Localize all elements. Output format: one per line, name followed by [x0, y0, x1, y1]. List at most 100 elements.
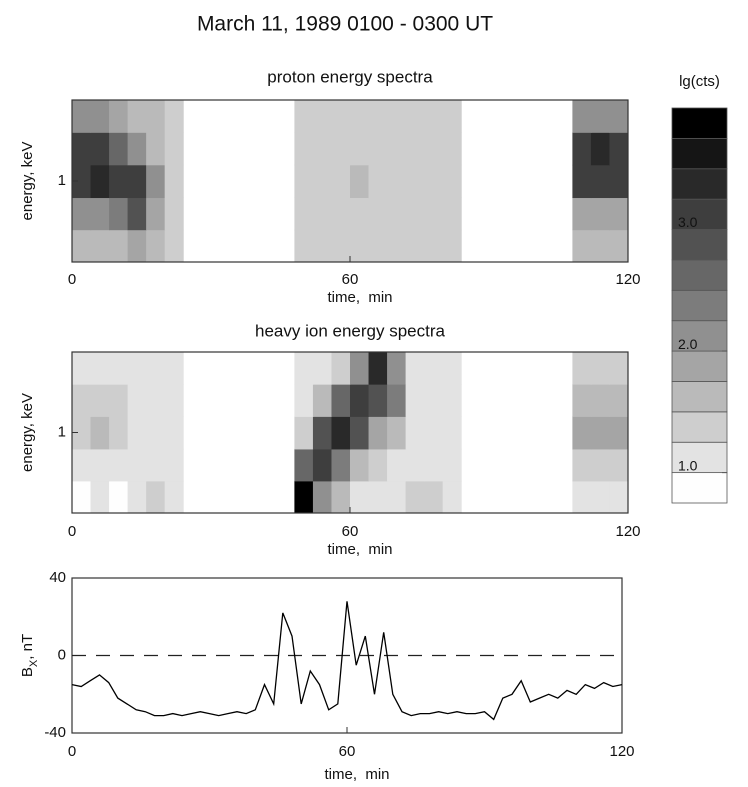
- heatmap-cell: [368, 229, 388, 263]
- heatmap-cell: [72, 480, 92, 514]
- heatmap-cell: [90, 352, 110, 385]
- heatmap-cell: [442, 352, 462, 385]
- heatmap-cell: [350, 197, 370, 231]
- heatmap-cell: [572, 164, 592, 199]
- heatmap-cell: [405, 132, 425, 166]
- colorbar-box: [671, 441, 728, 474]
- heatmap-cell: [164, 229, 184, 263]
- heatmap-cell: [424, 229, 444, 263]
- heatmap-cell: [590, 448, 610, 482]
- x-tick-label: 60: [342, 271, 359, 288]
- heatmap-cell: [442, 132, 462, 166]
- heatmap-cell: [331, 480, 351, 514]
- heatmap-cell: [368, 352, 388, 385]
- heatmap-cell: [90, 480, 110, 514]
- heatmap-cell: [387, 480, 407, 514]
- heatmap-cell: [294, 384, 314, 417]
- heatmap-cell: [424, 352, 444, 385]
- y-tick-label: 1: [58, 423, 66, 440]
- heatmap-cell: [387, 100, 407, 133]
- heatmap-cell: [294, 416, 314, 450]
- y-tick-label: 0: [58, 646, 66, 663]
- heatmap-cell: [312, 352, 332, 385]
- colorbar-box: [671, 229, 728, 261]
- heatmap-cell: [127, 416, 147, 450]
- heatmap-cell: [590, 100, 610, 133]
- heatmap-cell: [294, 100, 314, 133]
- colorbar-box: [671, 168, 728, 200]
- heatmap-cell: [294, 197, 314, 231]
- heatmap-cell: [164, 448, 184, 482]
- heatmap-cell: [442, 100, 462, 133]
- heatmap-cell: [72, 164, 92, 199]
- x-tick-label: 120: [609, 743, 634, 760]
- chart-title: heavy ion energy spectra: [255, 321, 445, 340]
- heatmap-cell: [350, 164, 370, 199]
- heatmap-cell: [294, 164, 314, 199]
- heatmap-cell: [368, 416, 388, 450]
- heatmap-cell: [72, 448, 92, 482]
- heatmap-cell: [164, 384, 184, 417]
- heatmap-cell: [424, 448, 444, 482]
- heatmap-cell: [109, 384, 129, 417]
- heatmap-cell: [109, 197, 129, 231]
- data-line: [71, 601, 623, 721]
- heatmap-cell: [294, 229, 314, 263]
- heatmap-cell: [350, 480, 370, 514]
- heatmap-cell: [405, 229, 425, 263]
- heatmap-cell: [312, 132, 332, 166]
- colorbar-box: [671, 137, 728, 170]
- heatmap-cell: [387, 197, 407, 231]
- heatmap-cell: [609, 384, 629, 417]
- heatmap-cell: [387, 164, 407, 199]
- heatmap-cell: [72, 416, 92, 450]
- heatmap-cell: [387, 352, 407, 385]
- heatmap-cell: [72, 352, 92, 385]
- heatmap-cell: [164, 480, 184, 514]
- heatmap-cell: [572, 448, 592, 482]
- heatmap-cell: [442, 197, 462, 231]
- heatmap-cell: [424, 416, 444, 450]
- heatmap-cell: [405, 480, 425, 514]
- x-axis-label: time, min: [324, 766, 389, 783]
- heatmap-cell: [405, 100, 425, 133]
- heatmap-cell: [164, 416, 184, 450]
- heatmap-cell: [350, 416, 370, 450]
- heatmap-cell: [609, 132, 629, 166]
- y-axis-label: energy, keV: [19, 142, 36, 221]
- heatmap-cell: [609, 448, 629, 482]
- heatmap-cell: [146, 132, 166, 166]
- heatmap-cell: [146, 384, 166, 417]
- heatmap-cell: [127, 480, 147, 514]
- heatmap-cell: [405, 384, 425, 417]
- heatmap-cell: [572, 229, 592, 263]
- heatmap-cell: [350, 100, 370, 133]
- heatmap-cell: [127, 229, 147, 263]
- y-axis-label-part: X: [28, 659, 40, 667]
- heatmap-cell: [127, 164, 147, 199]
- heatmap-cell: [331, 100, 351, 133]
- heatmap-cell: [572, 132, 592, 166]
- heatmap-cell: [424, 100, 444, 133]
- heatmap-cell: [90, 132, 110, 166]
- colorbar-box: [671, 107, 728, 139]
- heatmap-cell: [442, 164, 462, 199]
- heatmap-cell: [350, 384, 370, 417]
- heatmap-cell: [405, 352, 425, 385]
- heatmap-cell: [164, 132, 184, 166]
- heatmap-cell: [294, 132, 314, 166]
- heatmap-cell: [368, 197, 388, 231]
- heatmap-cell: [442, 480, 462, 514]
- heatmap-cell: [72, 132, 92, 166]
- colorbar-tick-label: 1.0: [678, 457, 698, 473]
- heatmap-cell: [590, 384, 610, 417]
- heatmap-cell: [331, 416, 351, 450]
- heatmap-cell: [90, 197, 110, 231]
- colorbar-box: [671, 259, 728, 291]
- heatmap-cell: [294, 352, 314, 385]
- heatmap-cell: [331, 448, 351, 482]
- heatmap-cell: [109, 100, 129, 133]
- heatmap-cell: [609, 229, 629, 263]
- heatmap-cell: [294, 448, 314, 482]
- heatmap-cell: [72, 384, 92, 417]
